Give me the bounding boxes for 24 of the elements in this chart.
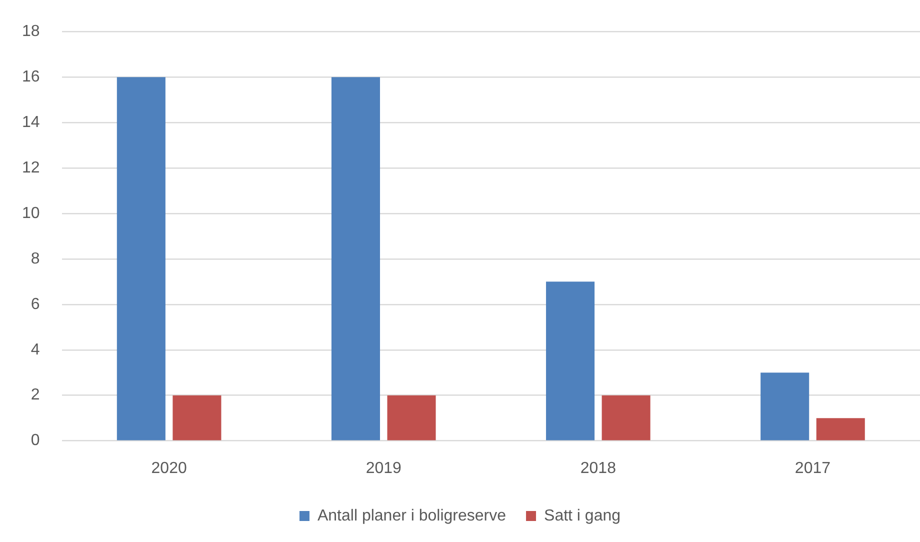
x-tick-label: 2019 [366, 460, 402, 477]
x-tick-label: 2017 [794, 460, 831, 477]
legend-label: Antall planer i boligreserve [317, 507, 506, 524]
y-tick-label: 0 [30, 432, 40, 450]
bar [172, 395, 222, 440]
y-tick-label: 6 [30, 296, 40, 313]
bar [546, 282, 595, 440]
x-tick-label: 2018 [580, 460, 616, 477]
bar [116, 77, 166, 440]
y-tick-label: 2 [30, 386, 40, 404]
bar [387, 395, 436, 440]
y-tick-label: 12 [22, 159, 40, 176]
legend-label: Satt i gang [544, 507, 621, 524]
y-tick-label: 14 [22, 114, 40, 131]
y-tick-label: 4 [30, 341, 40, 358]
bar [816, 418, 865, 440]
bar [602, 395, 650, 440]
x-tick-label: 2020 [151, 460, 187, 477]
bar [760, 372, 810, 440]
y-tick-label: 8 [30, 250, 40, 268]
y-tick-label: 18 [22, 23, 40, 40]
y-tick-label: 16 [22, 68, 40, 86]
bar [331, 77, 380, 440]
y-tick-label: 10 [22, 204, 40, 222]
